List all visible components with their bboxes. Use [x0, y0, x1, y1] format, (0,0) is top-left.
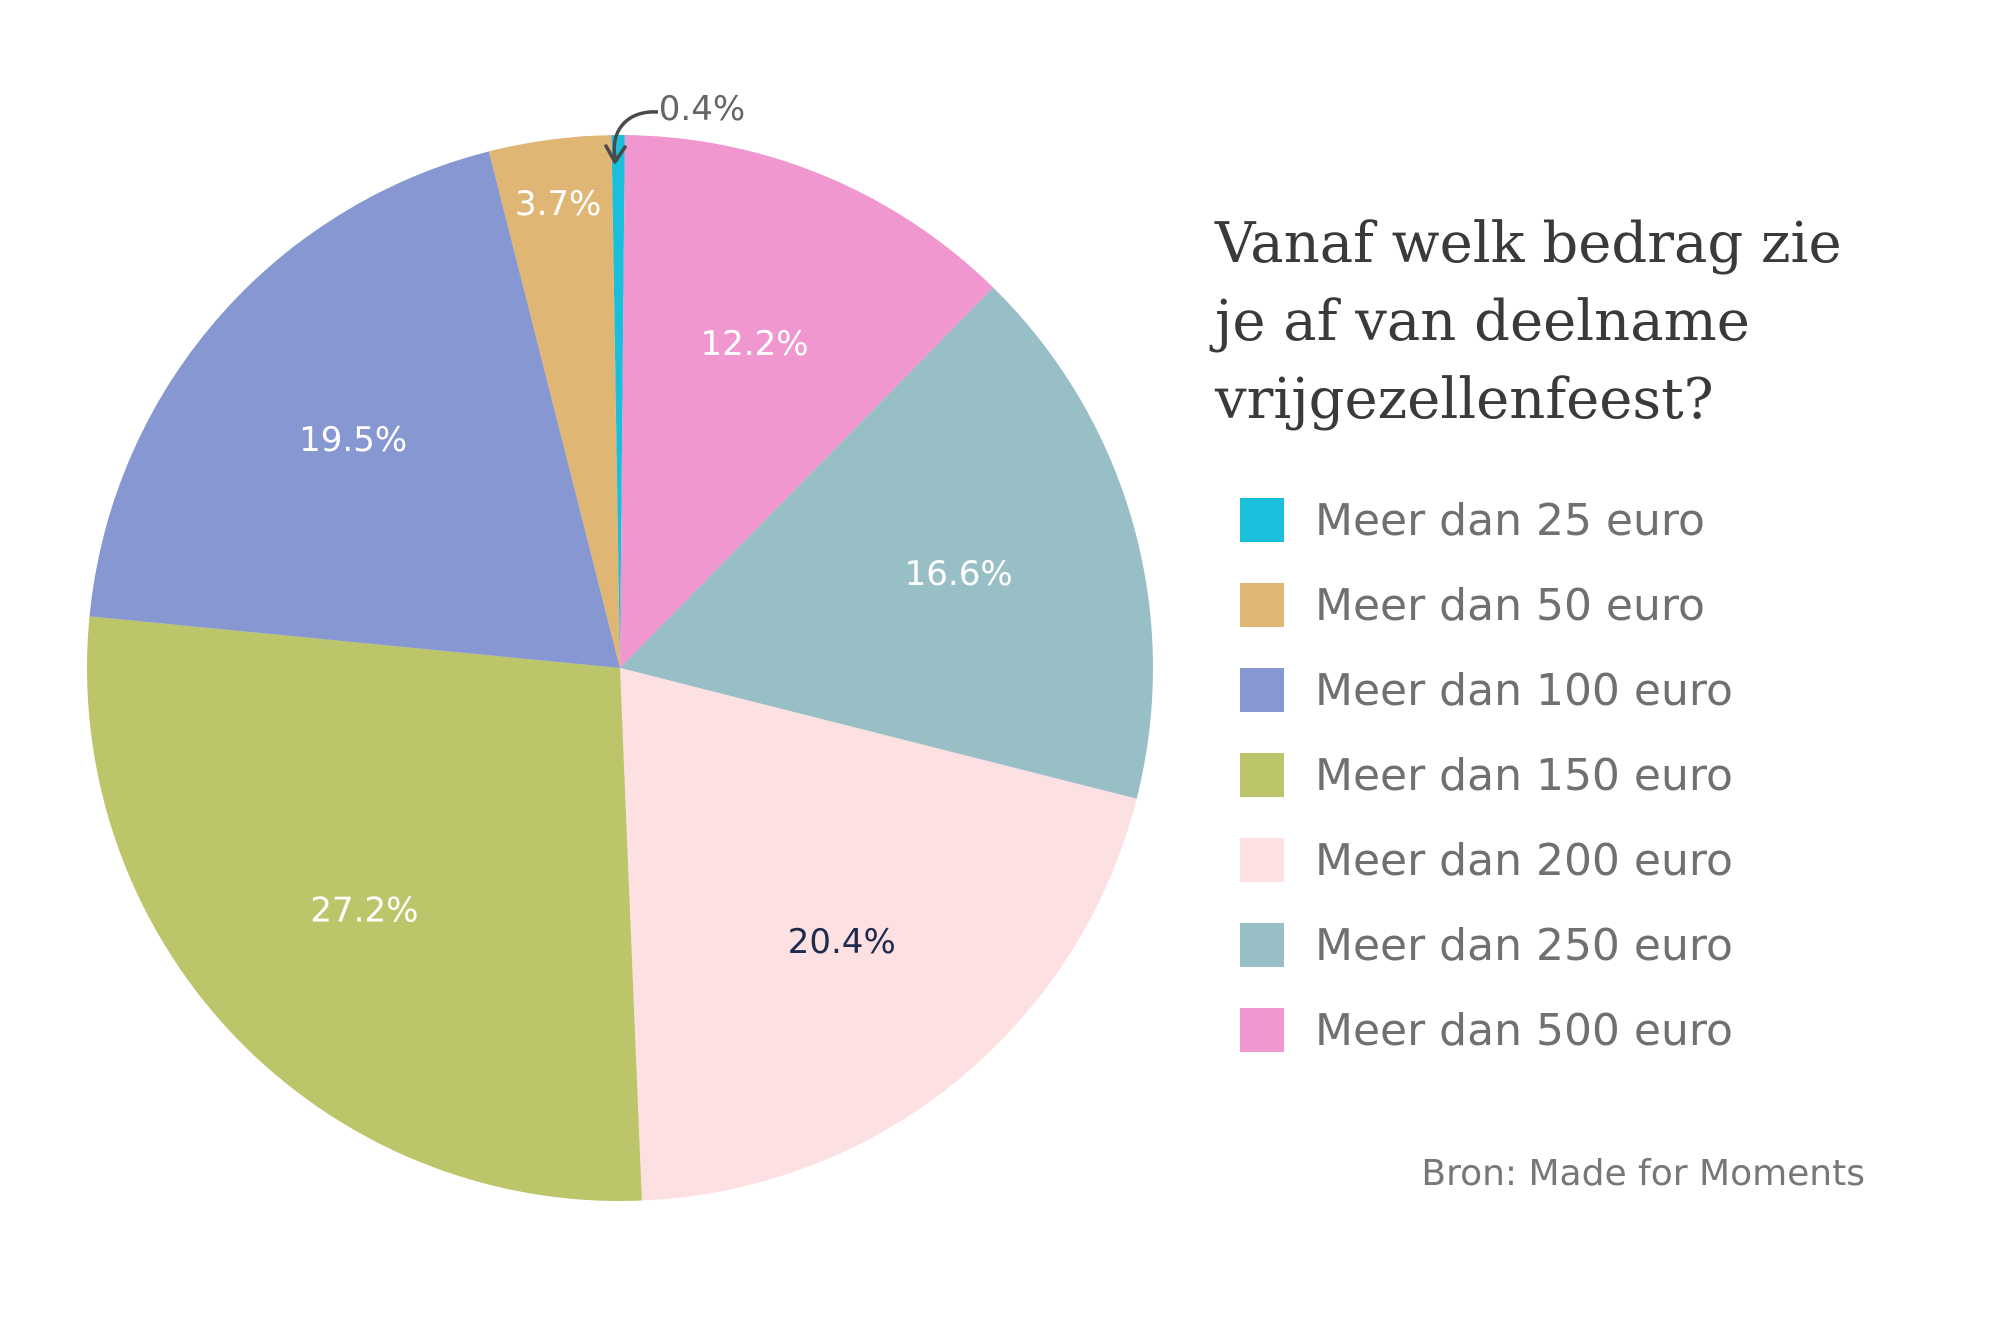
- pie-slice: [86, 616, 642, 1202]
- legend-swatch: [1240, 668, 1284, 712]
- legend-swatch: [1240, 1008, 1284, 1052]
- legend-label: Meer dan 50 euro: [1315, 580, 1705, 631]
- legend-label: Meer dan 250 euro: [1315, 920, 1733, 971]
- pie-slice-labels: 0.4% 12.2% 16.6% 20.4% 27.2% 19.5% 3.7%: [299, 89, 1013, 962]
- pie-slice: [620, 287, 1153, 799]
- callout-arrowhead-icon: [604, 144, 627, 164]
- chart-title-line-3: vrijgezellenfeest?: [1214, 367, 1714, 432]
- legend-label: Meer dan 200 euro: [1315, 835, 1733, 886]
- legend-swatch: [1240, 753, 1284, 797]
- chart-title-line-1: Vanaf welk bedrag zie: [1214, 211, 1842, 276]
- pie-slice-label: 19.5%: [299, 420, 407, 460]
- pie-slice: [89, 151, 620, 668]
- pie-slice: [488, 135, 620, 668]
- legend: Meer dan 25 euro Meer dan 50 euro Meer dan…: [1240, 495, 1733, 1056]
- pie-slice: [620, 135, 994, 669]
- chart-title-line-2: je af van deelname: [1209, 289, 1750, 354]
- pie-slice-label: 16.6%: [905, 554, 1013, 594]
- legend-swatch: [1240, 498, 1284, 542]
- legend-label: Meer dan 500 euro: [1315, 1005, 1733, 1056]
- pie-slice-label: 12.2%: [701, 324, 809, 364]
- legend-swatch: [1240, 838, 1284, 882]
- pie-slices: [86, 134, 1153, 1202]
- chart-title: Vanaf welk bedrag zie je af van deelname…: [1209, 211, 1842, 432]
- source-note: Bron: Made for Moments: [1421, 1153, 1865, 1194]
- legend-label: Meer dan 150 euro: [1315, 750, 1733, 801]
- legend-label: Meer dan 100 euro: [1315, 665, 1733, 716]
- legend-swatch: [1240, 583, 1284, 627]
- pie-slice-label: 0.4%: [659, 89, 745, 129]
- small-slice-callout: [604, 110, 659, 164]
- callout-arrow-icon: [612, 110, 659, 159]
- pie-slice-label: 20.4%: [788, 922, 896, 962]
- legend-swatch: [1240, 923, 1284, 967]
- pie-slice: [611, 134, 625, 668]
- pie-slice-label: 27.2%: [310, 891, 418, 931]
- pie-slice: [620, 668, 1137, 1201]
- legend-label: Meer dan 25 euro: [1315, 495, 1705, 546]
- pie-slice-label: 3.7%: [515, 184, 601, 224]
